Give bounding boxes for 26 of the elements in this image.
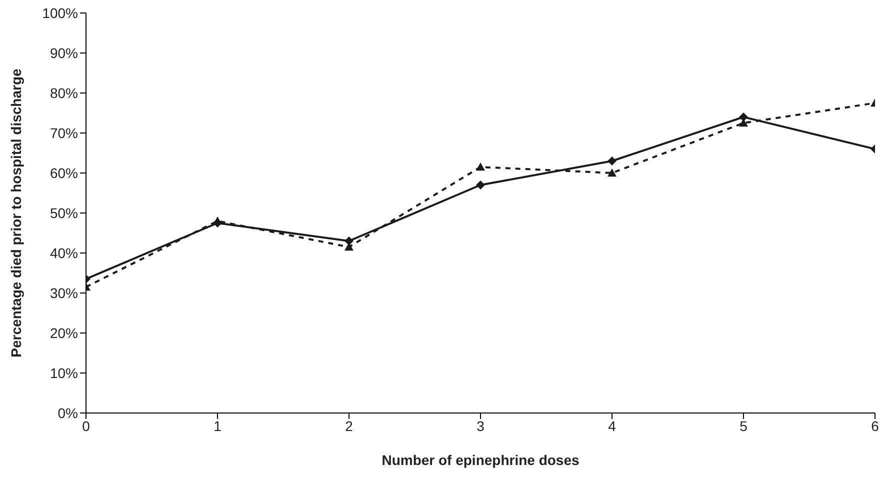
point xyxy=(739,112,748,122)
x-tick-label: 1 xyxy=(214,418,222,434)
point xyxy=(476,162,485,171)
point xyxy=(608,156,616,166)
x-tick-label: 4 xyxy=(608,418,616,434)
y-axis-title: Percentage died prior to hospital discharge xyxy=(8,68,24,358)
point xyxy=(608,168,616,177)
x-tick-label: 6 xyxy=(871,418,880,434)
y-tick-label: 50% xyxy=(50,204,78,221)
y-tick-label: 60% xyxy=(50,164,78,181)
y-tick-label: 40% xyxy=(50,244,78,261)
x-tick-label: 5 xyxy=(740,418,748,434)
point xyxy=(344,236,354,246)
y-tick-label: 100% xyxy=(42,4,78,21)
y-tick-label: 30% xyxy=(50,284,78,301)
y-tick-label: 70% xyxy=(50,124,78,141)
y-tick-label: 80% xyxy=(50,84,78,101)
x-axis-title: Number of epinephrine doses xyxy=(382,452,580,468)
x-tick-label: 3 xyxy=(476,418,485,434)
x-tick-label: 0 xyxy=(82,418,90,434)
y-tick-label: 0% xyxy=(58,404,78,421)
point xyxy=(476,180,485,190)
y-tick-label: 10% xyxy=(50,364,78,381)
y-tick-label: 20% xyxy=(50,324,78,341)
x-tick-label: 2 xyxy=(345,418,354,434)
y-tick-label: 90% xyxy=(50,44,78,61)
